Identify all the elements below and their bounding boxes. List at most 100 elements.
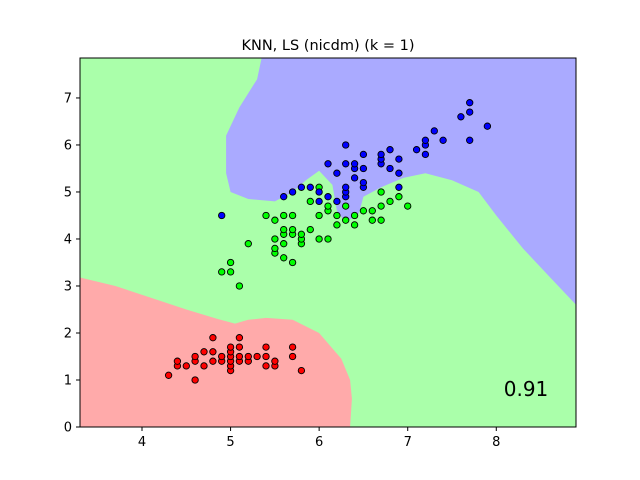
data-point <box>386 197 394 206</box>
x-tick-label: 6 <box>315 435 323 450</box>
data-point <box>306 197 314 206</box>
data-point <box>412 146 421 154</box>
data-point <box>466 108 474 116</box>
data-point <box>226 258 235 267</box>
data-point <box>253 352 261 361</box>
chart-title: KNN, LS (nicdm) (k = 1) <box>241 38 414 54</box>
data-point <box>200 362 208 370</box>
data-point <box>182 362 190 370</box>
data-point <box>244 240 252 248</box>
data-point <box>288 258 297 267</box>
data-point <box>280 254 288 262</box>
data-point <box>271 235 279 243</box>
data-point <box>288 188 297 196</box>
data-point <box>297 366 306 375</box>
data-point <box>395 155 403 163</box>
data-point <box>200 348 208 356</box>
data-point <box>359 207 368 215</box>
data-point <box>359 178 368 187</box>
data-point <box>333 169 341 177</box>
x-tick-label: 7 <box>404 435 412 450</box>
data-point <box>324 193 332 201</box>
accuracy-score: 0.91 <box>504 377 549 401</box>
x-tick-label: 5 <box>226 435 234 450</box>
data-point <box>288 225 297 234</box>
data-point <box>324 202 332 210</box>
data-point <box>342 141 350 149</box>
data-point <box>342 202 350 210</box>
data-point <box>218 211 226 220</box>
data-point <box>218 268 226 276</box>
data-point <box>368 207 376 215</box>
data-point <box>342 160 350 168</box>
data-point <box>333 221 341 229</box>
data-point <box>333 197 341 206</box>
data-point <box>288 343 297 351</box>
data-point <box>359 164 368 173</box>
data-point <box>226 343 235 351</box>
data-point <box>439 136 447 144</box>
data-point <box>209 357 217 365</box>
data-point <box>386 146 394 154</box>
data-point <box>315 197 323 206</box>
data-point <box>297 183 306 191</box>
data-point <box>315 235 323 243</box>
data-point <box>350 221 359 229</box>
y-tick-label: 2 <box>64 326 72 341</box>
data-point <box>342 183 350 191</box>
data-point <box>457 113 465 121</box>
data-point <box>466 99 474 107</box>
data-point <box>395 183 403 191</box>
data-point <box>235 352 244 361</box>
data-point <box>280 240 288 248</box>
data-point <box>333 211 341 220</box>
data-point <box>226 268 235 276</box>
data-point <box>288 211 297 220</box>
data-point <box>377 202 385 210</box>
data-point <box>421 150 430 159</box>
data-point <box>306 183 314 191</box>
data-point <box>262 362 270 370</box>
data-point <box>191 352 199 361</box>
data-point <box>377 188 385 196</box>
data-point <box>235 334 244 342</box>
data-point <box>209 334 217 342</box>
data-point <box>191 376 199 384</box>
y-tick-label: 1 <box>64 373 72 388</box>
plot-frame <box>79 57 577 428</box>
region-blue <box>226 58 576 305</box>
data-point <box>350 174 359 182</box>
data-point <box>421 136 430 144</box>
data-point <box>430 127 438 135</box>
data-point <box>271 244 279 253</box>
data-point <box>359 150 368 159</box>
plot-area: 4 5 6 7 8 0 1 2 3 4 5 6 7 0.91 <box>64 57 577 450</box>
data-point <box>262 211 270 220</box>
data-point <box>350 160 359 168</box>
data-point <box>280 193 288 201</box>
y-tick-label: 7 <box>64 91 72 106</box>
y-tick-label: 3 <box>64 279 72 294</box>
data-point <box>386 164 394 173</box>
data-point <box>324 160 332 168</box>
data-point <box>315 188 323 196</box>
data-point <box>271 357 279 365</box>
y-tick-label: 0 <box>64 421 72 436</box>
y-tick-label: 4 <box>64 232 72 247</box>
y-tick-label: 6 <box>64 138 72 153</box>
data-point <box>271 216 279 224</box>
data-point <box>315 211 323 220</box>
data-point <box>306 225 314 234</box>
data-point <box>288 352 297 361</box>
x-tick-label: 4 <box>138 435 146 450</box>
data-point <box>244 352 252 361</box>
data-point <box>218 352 226 361</box>
data-point <box>262 352 270 361</box>
data-point <box>173 357 182 365</box>
data-point <box>404 202 412 210</box>
data-point <box>324 235 332 243</box>
data-point <box>377 150 385 159</box>
data-point <box>280 211 288 220</box>
x-tick-label: 8 <box>492 435 500 450</box>
